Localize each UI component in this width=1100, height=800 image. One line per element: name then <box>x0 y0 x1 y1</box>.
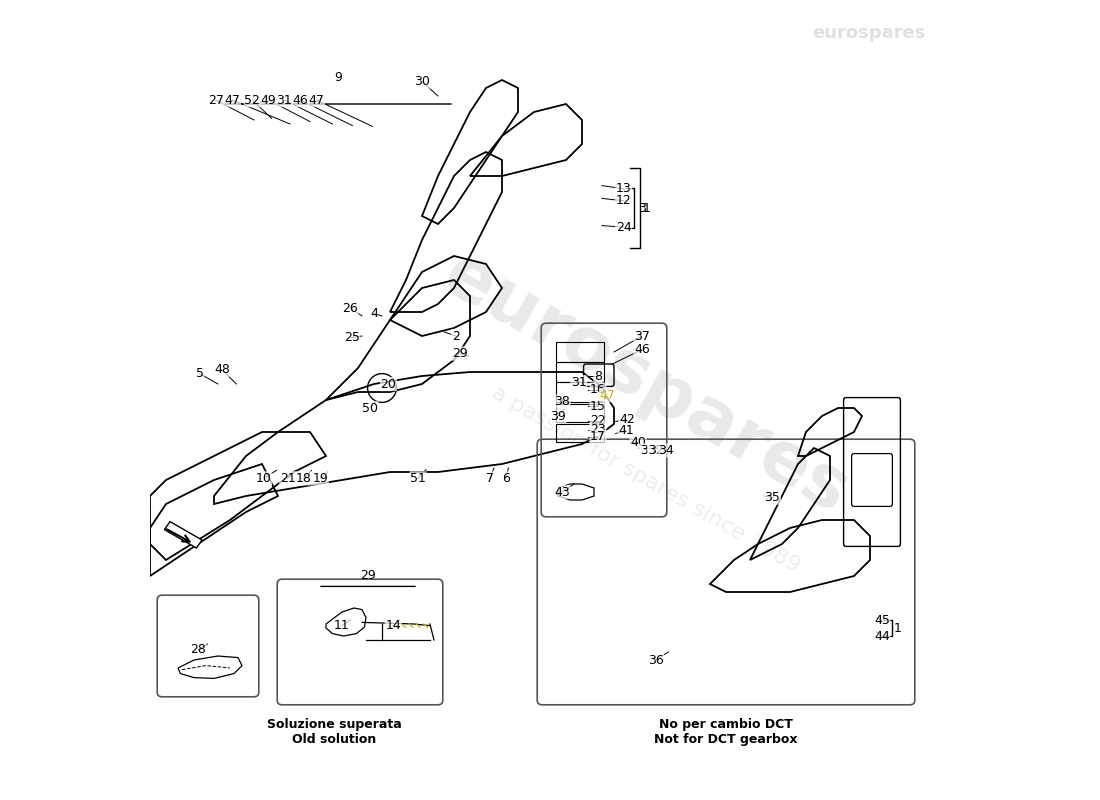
Text: 52: 52 <box>244 94 261 106</box>
Text: 34: 34 <box>658 444 674 457</box>
Text: 45: 45 <box>874 614 890 626</box>
Text: 29: 29 <box>452 347 469 360</box>
Text: 20: 20 <box>381 378 396 390</box>
Text: 31: 31 <box>571 376 586 389</box>
Text: 9: 9 <box>334 71 342 84</box>
Text: 2: 2 <box>452 330 460 342</box>
Text: 47: 47 <box>308 94 324 106</box>
Text: 50: 50 <box>362 402 378 414</box>
Text: 40: 40 <box>630 436 646 449</box>
Text: 46: 46 <box>293 94 308 106</box>
Text: 36: 36 <box>648 654 663 666</box>
Text: 24: 24 <box>616 221 631 234</box>
Text: 12: 12 <box>616 194 631 207</box>
Text: 37: 37 <box>634 330 650 342</box>
Text: 27: 27 <box>208 94 223 106</box>
Text: 41: 41 <box>618 424 634 437</box>
Text: 38: 38 <box>554 395 570 408</box>
Text: eurospares: eurospares <box>431 240 861 528</box>
Text: eurospares: eurospares <box>813 24 926 42</box>
Text: 18: 18 <box>296 472 311 485</box>
Text: 14: 14 <box>385 619 402 632</box>
Text: 21: 21 <box>279 472 296 485</box>
Text: 1: 1 <box>894 622 902 634</box>
Text: 10: 10 <box>255 472 272 485</box>
Text: No per cambio DCT
Not for DCT gearbox: No per cambio DCT Not for DCT gearbox <box>654 718 798 746</box>
Text: 46: 46 <box>634 343 650 356</box>
Text: 43: 43 <box>554 486 570 498</box>
Text: 29: 29 <box>360 570 375 582</box>
Text: Soluzione superata
Old solution: Soluzione superata Old solution <box>266 718 402 746</box>
Text: a passion for spares since 1989: a passion for spares since 1989 <box>488 383 804 577</box>
Text: 35: 35 <box>764 491 780 504</box>
Text: 5: 5 <box>196 367 204 380</box>
Text: 47: 47 <box>224 94 240 106</box>
Text: 17: 17 <box>590 430 606 443</box>
Text: 28: 28 <box>190 643 206 656</box>
Text: 33: 33 <box>640 444 656 457</box>
Text: 3: 3 <box>638 202 646 214</box>
Text: 48: 48 <box>214 363 230 376</box>
Text: 39: 39 <box>550 410 565 422</box>
Text: 15: 15 <box>590 400 606 413</box>
Text: 4: 4 <box>370 307 378 320</box>
Text: 51: 51 <box>410 472 426 485</box>
Text: 47: 47 <box>600 389 616 402</box>
Text: 16: 16 <box>590 383 606 396</box>
Text: 1: 1 <box>642 202 651 214</box>
Text: 7: 7 <box>486 472 494 485</box>
Text: 25: 25 <box>343 331 360 344</box>
Text: 30: 30 <box>414 75 430 88</box>
Text: 19: 19 <box>312 472 328 485</box>
Text: 23: 23 <box>590 423 606 436</box>
Text: 6: 6 <box>502 472 510 485</box>
Text: 31: 31 <box>276 94 293 106</box>
Text: 49: 49 <box>261 94 276 106</box>
Text: 13: 13 <box>616 182 631 195</box>
Text: 42: 42 <box>619 413 635 426</box>
Text: 8: 8 <box>594 370 602 382</box>
Polygon shape <box>164 522 202 548</box>
Text: 44: 44 <box>874 630 890 642</box>
Text: 11: 11 <box>334 619 350 632</box>
Text: 26: 26 <box>342 302 358 314</box>
Text: 32: 32 <box>648 444 663 457</box>
Text: 22: 22 <box>590 414 606 427</box>
